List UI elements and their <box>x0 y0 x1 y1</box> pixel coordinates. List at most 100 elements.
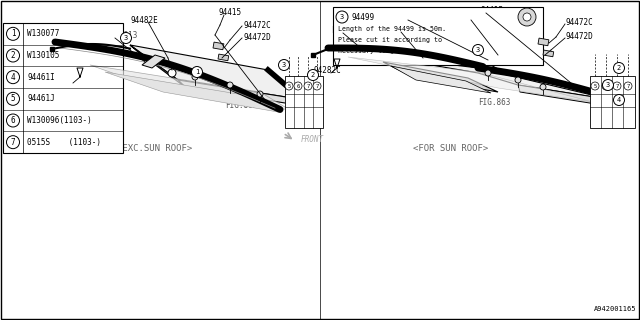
Text: <EXC.SUN ROOF>: <EXC.SUN ROOF> <box>117 143 193 153</box>
Circle shape <box>624 82 632 90</box>
Text: 7: 7 <box>316 84 319 89</box>
Text: FIG.813: FIG.813 <box>105 30 138 39</box>
Bar <box>213 42 224 50</box>
Text: A942001165: A942001165 <box>593 306 636 312</box>
Text: 2: 2 <box>11 51 15 60</box>
Text: W130096(1103-): W130096(1103-) <box>27 116 92 125</box>
Circle shape <box>518 8 536 26</box>
Bar <box>285 76 323 128</box>
Text: FIG.863: FIG.863 <box>225 100 257 109</box>
Text: 4: 4 <box>11 73 15 82</box>
Circle shape <box>6 136 19 149</box>
Text: 0515S    (1103-): 0515S (1103-) <box>27 138 101 147</box>
Text: 94461J: 94461J <box>27 94 55 103</box>
Text: Length of the 94499 is 50m.: Length of the 94499 is 50m. <box>338 26 446 32</box>
Text: 94482E: 94482E <box>130 15 157 25</box>
Text: 94472D: 94472D <box>243 33 271 42</box>
Text: 7: 7 <box>627 84 630 89</box>
Circle shape <box>285 82 293 90</box>
Polygon shape <box>518 85 615 107</box>
Text: 7: 7 <box>616 84 619 89</box>
Text: 7: 7 <box>307 84 310 89</box>
Polygon shape <box>130 45 305 100</box>
Text: W130105: W130105 <box>27 51 60 60</box>
Circle shape <box>191 67 202 77</box>
Circle shape <box>168 69 176 77</box>
Circle shape <box>472 44 483 55</box>
Text: 6: 6 <box>604 84 607 89</box>
Bar <box>3 23 123 153</box>
Text: FIG.813: FIG.813 <box>331 26 364 35</box>
Polygon shape <box>383 62 498 92</box>
Text: 94472C: 94472C <box>566 18 594 27</box>
Text: 5: 5 <box>11 94 15 103</box>
Polygon shape <box>90 65 290 110</box>
Text: 3: 3 <box>124 35 128 41</box>
Bar <box>543 50 554 57</box>
Text: W130077: W130077 <box>27 29 60 38</box>
Polygon shape <box>105 72 278 112</box>
Circle shape <box>257 91 263 97</box>
Text: 5: 5 <box>593 84 596 89</box>
Circle shape <box>515 77 521 83</box>
Circle shape <box>6 92 19 105</box>
Circle shape <box>6 49 19 62</box>
Text: FRONT: FRONT <box>301 134 324 143</box>
Circle shape <box>485 70 491 76</box>
Circle shape <box>614 62 625 74</box>
Text: 6: 6 <box>296 84 300 89</box>
Circle shape <box>336 11 348 23</box>
Text: necessary length.: necessary length. <box>338 48 406 54</box>
Bar <box>333 7 543 65</box>
Circle shape <box>6 114 19 127</box>
Circle shape <box>6 71 19 84</box>
Text: 1: 1 <box>11 29 15 38</box>
Circle shape <box>294 82 302 90</box>
Circle shape <box>540 84 546 90</box>
Text: 94472D: 94472D <box>566 31 594 41</box>
Text: 94415: 94415 <box>480 5 503 14</box>
Text: 3: 3 <box>606 82 610 88</box>
Polygon shape <box>391 66 491 93</box>
Bar <box>218 54 228 61</box>
Circle shape <box>313 82 321 90</box>
Text: 3: 3 <box>282 62 286 68</box>
Text: 94472C: 94472C <box>243 20 271 29</box>
Text: 94499: 94499 <box>351 12 374 21</box>
Text: FIG.863: FIG.863 <box>478 98 510 107</box>
Circle shape <box>6 27 19 40</box>
Circle shape <box>523 13 531 21</box>
Text: 3: 3 <box>340 14 344 20</box>
Circle shape <box>307 69 319 81</box>
Text: 5: 5 <box>287 84 291 89</box>
Polygon shape <box>178 80 310 107</box>
Text: 94461I: 94461I <box>27 73 55 82</box>
Text: 94415: 94415 <box>218 7 241 17</box>
Text: Please cut it according to: Please cut it according to <box>338 37 442 43</box>
Polygon shape <box>338 45 608 100</box>
Text: 94482E: 94482E <box>383 13 411 22</box>
Bar <box>590 76 635 128</box>
Polygon shape <box>142 55 165 68</box>
Polygon shape <box>130 45 185 87</box>
Circle shape <box>304 82 312 90</box>
Text: 7: 7 <box>11 138 15 147</box>
Circle shape <box>614 94 625 106</box>
Text: 94482: 94482 <box>453 13 476 22</box>
Circle shape <box>613 82 621 90</box>
Circle shape <box>602 82 610 90</box>
Text: 3: 3 <box>476 47 480 53</box>
Text: 94470: 94470 <box>383 26 406 35</box>
Polygon shape <box>333 50 613 100</box>
Text: 2: 2 <box>311 72 315 78</box>
Circle shape <box>227 82 233 88</box>
Polygon shape <box>348 57 593 102</box>
Text: 4: 4 <box>617 97 621 103</box>
Circle shape <box>602 79 614 91</box>
Text: 2: 2 <box>617 65 621 71</box>
Text: 6: 6 <box>11 116 15 125</box>
Circle shape <box>591 82 599 90</box>
Circle shape <box>278 60 289 70</box>
Bar <box>538 38 549 46</box>
Circle shape <box>192 74 198 80</box>
